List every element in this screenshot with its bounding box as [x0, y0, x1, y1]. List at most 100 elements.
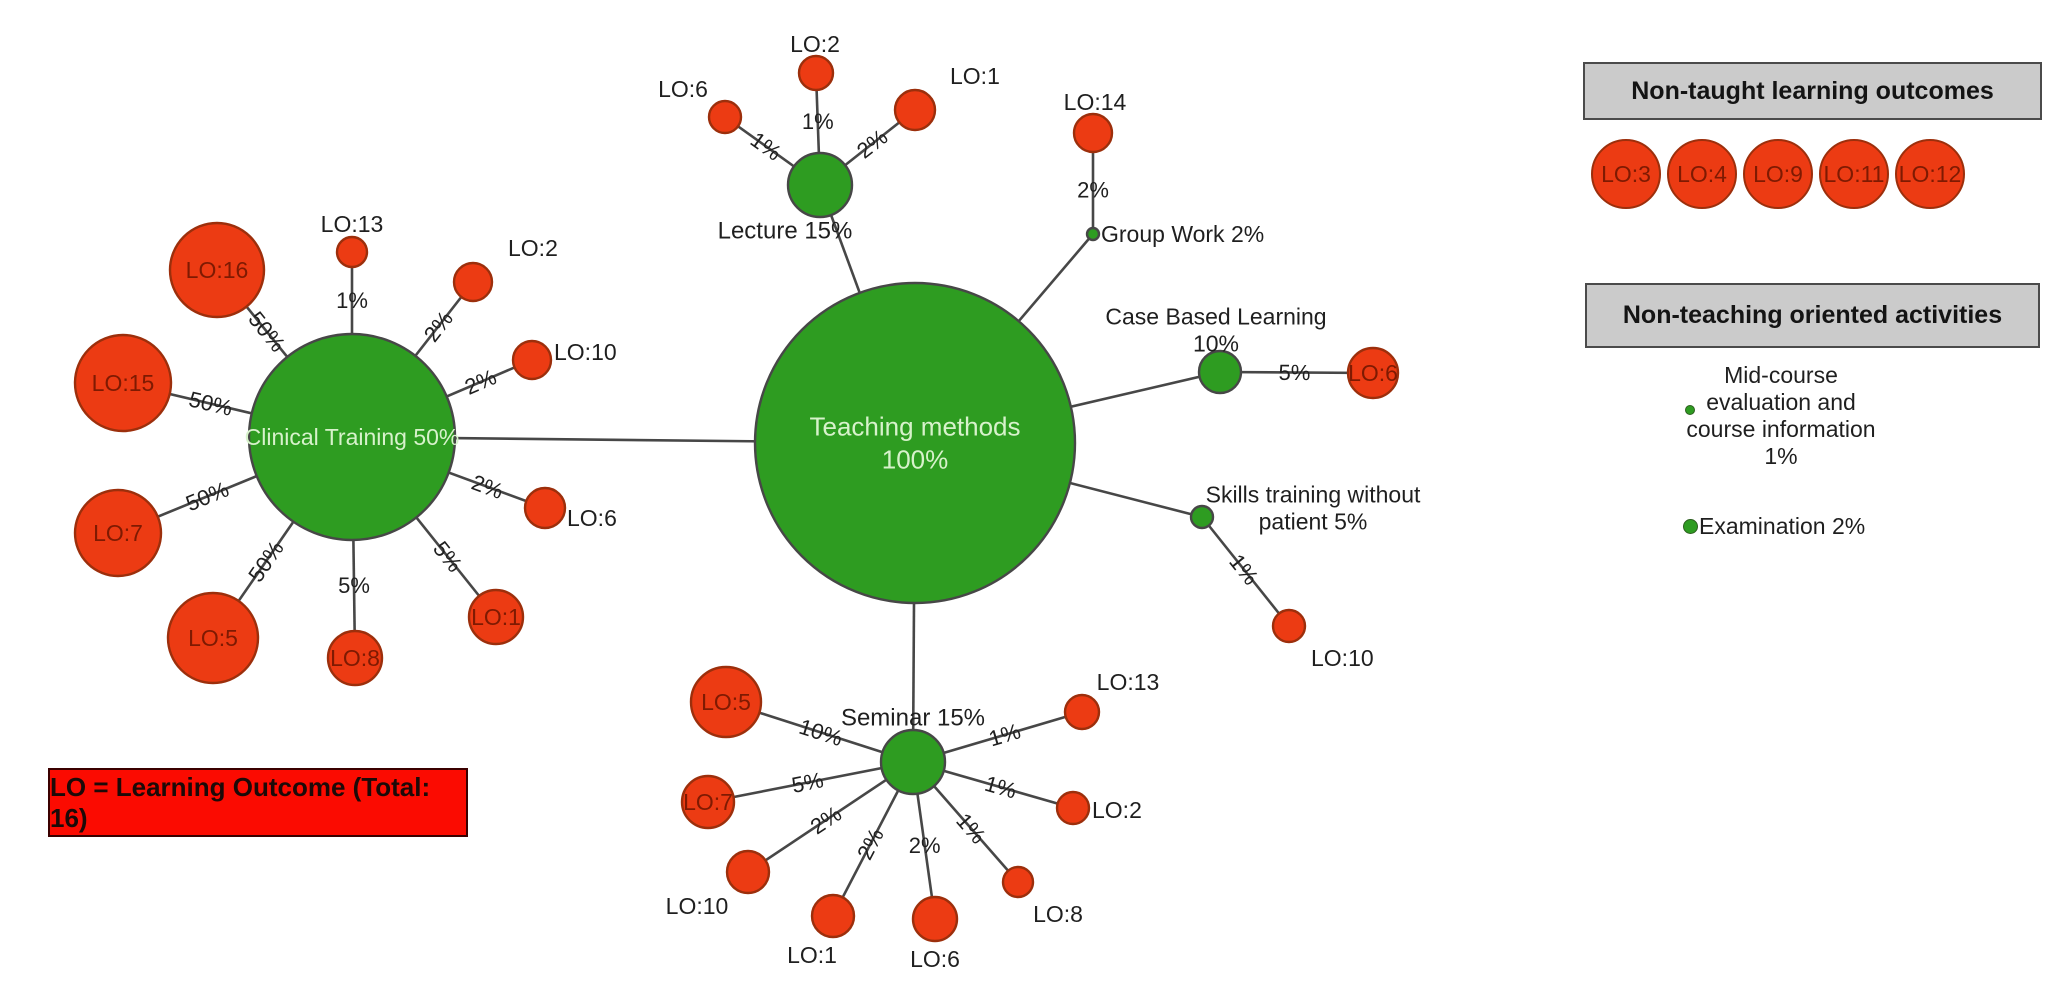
non-taught-lo-circle: LO:4: [1667, 139, 1737, 209]
label-se6: LO:6: [910, 946, 960, 972]
node-clinical: [247, 332, 457, 542]
label-cbl: Case Based Learning: [1105, 304, 1326, 330]
non-taught-title-box: Non-taught learning outcomes: [1583, 62, 2042, 120]
label-c7: LO:7: [93, 520, 143, 546]
node-c2: [452, 261, 494, 303]
node-le2: [797, 54, 835, 92]
node-cb6: [1346, 346, 1400, 400]
node-seminar: [879, 728, 947, 796]
label-se8: LO:8: [1033, 901, 1083, 927]
label-teaching: 100%: [882, 445, 949, 475]
node-le6: [707, 99, 743, 135]
node-se13: [1063, 693, 1101, 731]
label-groupwork: Group Work 2%: [1101, 221, 1264, 247]
edge-label-clinical-c5: 50%: [243, 536, 289, 586]
edge-label-clinical-c15: 50%: [186, 386, 235, 420]
label-c16: LO:16: [186, 257, 249, 283]
label-se1: LO:1: [787, 942, 837, 968]
node-se5: [689, 665, 763, 739]
label-le1: LO:1: [950, 63, 1000, 89]
edge-label-cbl-cb6: 5%: [1279, 360, 1311, 385]
edge-label-seminar-se1: 2%: [852, 824, 889, 864]
mid-course-line: Mid-course: [1724, 362, 1838, 388]
lo-label: LO:9: [1753, 160, 1803, 187]
node-skills: [1189, 504, 1215, 530]
edge-label-clinical-c1: 5%: [428, 536, 467, 576]
edge-label-groupwork-g14: 2%: [1077, 178, 1109, 203]
lo-legend-label: LO = Learning Outcome (Total: 16): [50, 771, 431, 833]
node-se1: [810, 893, 856, 939]
edge-label-clinical-c2: 2%: [419, 306, 458, 346]
examination-dot-icon: [1683, 519, 1698, 534]
label-skills: Skills training without: [1206, 482, 1421, 508]
node-le1: [893, 88, 937, 132]
node-c6: [523, 486, 567, 530]
node-se2: [1055, 790, 1091, 826]
edge-label-seminar-se7: 5%: [790, 767, 826, 798]
node-c7: [73, 488, 163, 578]
node-lecture: [786, 151, 854, 219]
label-le2: LO:2: [790, 31, 840, 57]
node-se10: [725, 849, 771, 895]
label-c6: LO:6: [567, 505, 617, 531]
edge-label-clinical-c13: 1%: [336, 288, 368, 313]
label-c1: LO:1: [471, 604, 521, 630]
edge-label-seminar-se6: 2%: [909, 833, 941, 858]
edge-label-lecture-le6: 1%: [746, 127, 786, 166]
non-taught-lo-circle: LO:9: [1743, 139, 1813, 209]
edge-label-lecture-le1: 2%: [852, 124, 892, 163]
label-teaching: Teaching methods: [809, 412, 1020, 442]
label-le6: LO:6: [658, 76, 708, 102]
edge-skills-s10: [1200, 516, 1291, 627]
label-se10: LO:10: [666, 893, 729, 919]
non-taught-lo-circle: LO:3: [1591, 139, 1661, 209]
edge-label-clinical-c7: 50%: [182, 476, 232, 516]
non-taught-lo-circle: LO:11: [1819, 139, 1889, 209]
node-se6: [911, 895, 959, 943]
node-c16: [168, 221, 266, 319]
edge-label-clinical-c6: 2%: [468, 470, 506, 504]
lo-label: LO:11: [1823, 160, 1885, 187]
examination-item: Examination 2%: [1699, 513, 1866, 539]
node-g14: [1072, 112, 1114, 154]
edge-label-seminar-se2: 1%: [982, 771, 1019, 804]
label-c10: LO:10: [554, 339, 617, 365]
edge-label-seminar-se10: 2%: [806, 801, 846, 839]
node-s10: [1271, 608, 1307, 644]
node-se8: [1001, 865, 1035, 899]
label-skills: patient 5%: [1259, 509, 1368, 535]
label-se13: LO:13: [1097, 669, 1160, 695]
node-c8: [326, 629, 384, 687]
mid-course-line: 1%: [1764, 443, 1798, 469]
node-groupwork: [1085, 226, 1101, 242]
label-c15: LO:15: [92, 370, 155, 396]
label-cbl: 10%: [1193, 331, 1239, 357]
node-cbl: [1197, 349, 1243, 395]
node-c5: [166, 591, 260, 685]
node-teaching: [753, 281, 1077, 605]
lo-legend-box: LO = Learning Outcome (Total: 16): [48, 768, 468, 837]
label-c8: LO:8: [330, 645, 380, 671]
edge-label-skills-s10: 1%: [1224, 549, 1263, 589]
edge-label-seminar-se5: 10%: [796, 714, 846, 751]
edge-label-clinical-c8: 5%: [338, 573, 370, 598]
label-g14: LO:14: [1064, 89, 1127, 115]
edge-seminar-se7: [707, 760, 914, 804]
node-c10: [511, 339, 553, 381]
mid-course-item: Mid-course evaluation and course informa…: [1650, 362, 1912, 470]
label-se5: LO:5: [701, 689, 751, 715]
mid-course-dot-icon: [1685, 405, 1695, 415]
node-c13: [335, 235, 369, 269]
mid-course-line: course information: [1686, 416, 1876, 442]
label-clinical: Clinical Training 50%: [245, 424, 460, 450]
non-teaching-title-box: Non-teaching oriented activities: [1585, 283, 2040, 348]
non-taught-title: Non-taught learning outcomes: [1631, 76, 1994, 105]
mid-course-line: evaluation and: [1706, 389, 1856, 415]
edge-label-clinical-c16: 50%: [243, 307, 290, 357]
label-seminar: Seminar 15%: [841, 705, 985, 732]
label-c13: LO:13: [321, 211, 384, 237]
label-s10: LO:10: [1311, 645, 1374, 671]
non-taught-lo-circle: LO:12: [1895, 139, 1965, 209]
label-lecture: Lecture 15%: [718, 218, 853, 245]
